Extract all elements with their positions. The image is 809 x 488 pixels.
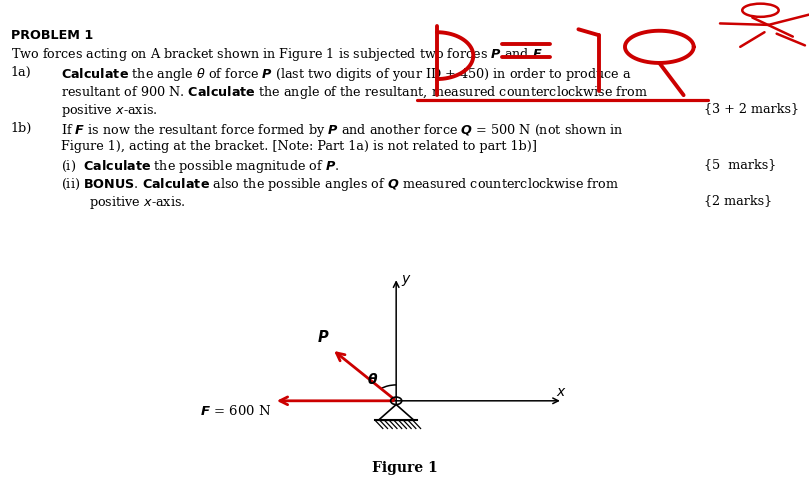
Text: $\boldsymbol{F}$ = 600 N: $\boldsymbol{F}$ = 600 N — [200, 404, 271, 418]
Text: 1a): 1a) — [11, 66, 32, 79]
Text: (ii) $\mathbf{BONUS}$. $\mathbf{Calculate}$ also the possible angles of $\boldsy: (ii) $\mathbf{BONUS}$. $\mathbf{Calculat… — [61, 176, 619, 193]
Text: $x$: $x$ — [556, 386, 567, 399]
Text: $y$: $y$ — [400, 273, 411, 288]
Text: PROBLEM 1: PROBLEM 1 — [11, 29, 93, 42]
Text: Figure 1: Figure 1 — [371, 461, 438, 475]
Text: $\mathbf{Calculate}$ the angle $\theta$ of force $\boldsymbol{P}$ (last two digi: $\mathbf{Calculate}$ the angle $\theta$ … — [61, 66, 632, 83]
Text: 1b): 1b) — [11, 122, 32, 135]
Text: Two forces acting on A bracket shown in Figure 1 is subjected two forces $\bolds: Two forces acting on A bracket shown in … — [11, 46, 545, 63]
Text: $\boldsymbol{\theta}$: $\boldsymbol{\theta}$ — [367, 372, 379, 387]
Text: positive $x$-axis.: positive $x$-axis. — [89, 194, 185, 211]
Text: resultant of 900 N. $\mathbf{Calculate}$ the angle of the resultant, measured co: resultant of 900 N. $\mathbf{Calculate}$… — [61, 84, 647, 101]
Text: Figure 1), acting at the bracket. [Note: Part 1a) is not related to part 1b)]: Figure 1), acting at the bracket. [Note:… — [61, 140, 536, 153]
Text: {2 marks}: {2 marks} — [704, 194, 772, 207]
Text: $\boldsymbol{P}$: $\boldsymbol{P}$ — [317, 329, 330, 346]
Text: If $\boldsymbol{F}$ is now the resultant force formed by $\boldsymbol{P}$ and an: If $\boldsymbol{F}$ is now the resultant… — [61, 122, 623, 139]
Text: (i)  $\mathbf{Calculate}$ the possible magnitude of $\boldsymbol{P}$.: (i) $\mathbf{Calculate}$ the possible ma… — [61, 158, 339, 175]
Text: {3 + 2 marks}: {3 + 2 marks} — [704, 102, 798, 115]
Text: positive $x$-axis.: positive $x$-axis. — [61, 102, 157, 119]
Text: {5  marks}: {5 marks} — [704, 158, 776, 171]
